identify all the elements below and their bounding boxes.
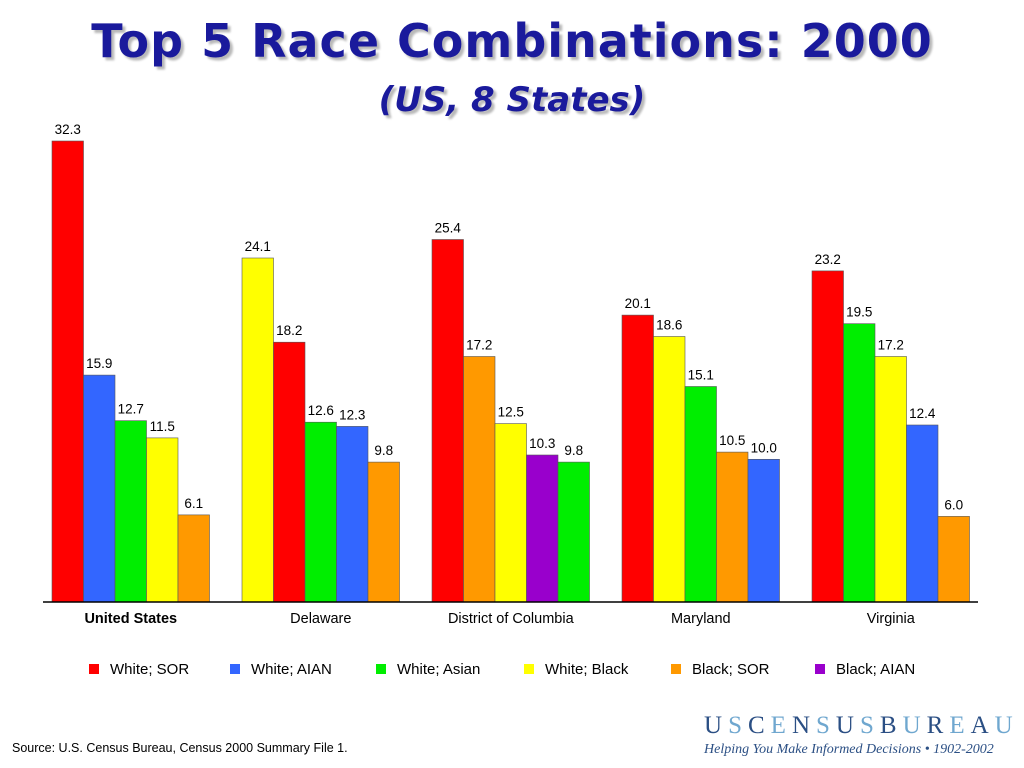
data-label-district-of-columbia-black-sor: 17.2 [466,338,492,353]
data-label-delaware-white-aian: 12.3 [339,407,365,422]
legend-item-white-sor: White; SOR [89,659,189,679]
data-label-virginia-black-sor: 6.0 [944,497,963,512]
bar-virginia-white-asian [843,323,876,603]
data-label-delaware-white-black: 24.1 [245,239,271,254]
data-label-district-of-columbia-white-black: 12.5 [498,405,524,420]
legend-item-black-sor: Black; SOR [671,659,770,679]
data-label-delaware-black-sor: 9.8 [374,443,393,458]
legend-item-white-aian: White; AIAN [230,659,332,679]
data-label-virginia-white-asian: 19.5 [846,305,872,320]
data-label-maryland-white-black: 18.6 [656,318,682,333]
legend-label-white-sor: White; SOR [110,660,190,678]
legend-swatch-white-black [524,664,534,674]
data-label-maryland-white-aian: 10.0 [751,440,777,455]
bar-delaware-black-sor [367,461,400,603]
data-label-district-of-columbia-black-aian: 10.3 [529,436,555,451]
legend-label-black-aian: Black; AIAN [836,660,916,678]
legend-swatch-black-sor [671,664,681,674]
legend-item-black-aian: Black; AIAN [815,659,915,679]
legend-swatch-white-aian [230,664,240,674]
bar-maryland-white-black [653,336,686,603]
data-label-united-states-white-asian: 12.7 [118,402,144,417]
bar-united-states-white-aian [83,374,116,603]
category-label-district-of-columbia: District of Columbia [448,611,575,627]
bar-district-of-columbia-black-sor [463,356,496,603]
data-label-virginia-white-sor: 23.2 [815,252,841,267]
bar-maryland-white-aian [747,458,780,603]
bar-united-states-white-asian [114,420,147,603]
bar-maryland-white-asian [684,386,717,603]
source-note: Source: U.S. Census Bureau, Census 2000 … [12,741,348,755]
bar-maryland-black-sor [716,451,749,603]
bar-virginia-white-black [874,356,907,603]
legend-swatch-black-aian [815,664,825,674]
data-label-delaware-white-asian: 12.6 [308,403,334,418]
bar-virginia-white-sor [811,270,844,603]
legend-item-white-asian: White; Asian [376,659,480,679]
data-label-united-states-white-black: 11.5 [150,419,175,434]
bar-united-states-black-sor [177,514,210,603]
bar-delaware-white-aian [336,426,369,603]
legend-item-white-black: White; Black [524,659,628,679]
bar-united-states-white-sor [51,140,84,603]
data-label-virginia-white-aian: 12.4 [909,406,936,421]
category-label-united-states: United States [84,611,177,627]
bar-district-of-columbia-black-aian [526,454,559,603]
bar-virginia-black-sor [937,516,970,603]
data-label-maryland-white-sor: 20.1 [625,296,651,311]
bar-chart: 32.3 15.9 12.7 11.5 6.1 United States 24.1 18.2… [43,122,978,627]
bar-united-states-white-black [146,437,179,603]
data-label-united-states-black-sor: 6.1 [184,496,203,511]
bar-maryland-white-sor [621,314,654,603]
data-label-united-states-white-aian: 15.9 [86,356,112,371]
bar-delaware-white-asian [304,421,337,603]
bar-delaware-white-black [241,257,274,603]
legend-label-black-sor: Black; SOR [692,660,770,678]
chart-title: Top 5 Race Combinations: 2000 [91,14,933,68]
bar-virginia-white-aian [906,424,939,603]
legend-label-white-black: White; Black [545,660,629,678]
logo-wordmark: USCENSUSBUREAU [704,712,1019,739]
legend-swatch-white-sor [89,664,99,674]
data-label-maryland-black-sor: 10.5 [719,433,745,448]
bar-district-of-columbia-white-asian [557,461,590,603]
data-label-virginia-white-black: 17.2 [878,338,904,353]
logo-tagline: Helping You Make Informed Decisions • 19… [704,742,994,757]
bar-district-of-columbia-white-black [494,423,527,603]
legend-label-white-asian: White; Asian [397,660,481,678]
bar-delaware-white-sor [273,341,306,603]
legend-swatch-white-asian [376,664,386,674]
legend-label-white-aian: White; AIAN [251,660,332,678]
data-label-district-of-columbia-white-asian: 9.8 [564,443,583,458]
data-label-delaware-white-sor: 18.2 [276,323,302,338]
chart-legend: White; SOR White; AIAN White; Asian White; … [0,659,1024,679]
data-label-maryland-white-asian: 15.1 [688,368,714,383]
census-bureau-logo: USCENSUSBUREAU Helping You Make Informed… [704,712,1018,758]
category-label-virginia: Virginia [867,611,916,627]
data-label-district-of-columbia-white-sor: 25.4 [435,221,462,236]
bar-district-of-columbia-white-sor [431,239,464,603]
category-label-maryland: Maryland [671,611,731,627]
chart-subtitle: (US, 8 States) [378,80,646,120]
category-label-delaware: Delaware [290,611,351,627]
data-label-united-states-white-sor: 32.3 [55,122,81,137]
